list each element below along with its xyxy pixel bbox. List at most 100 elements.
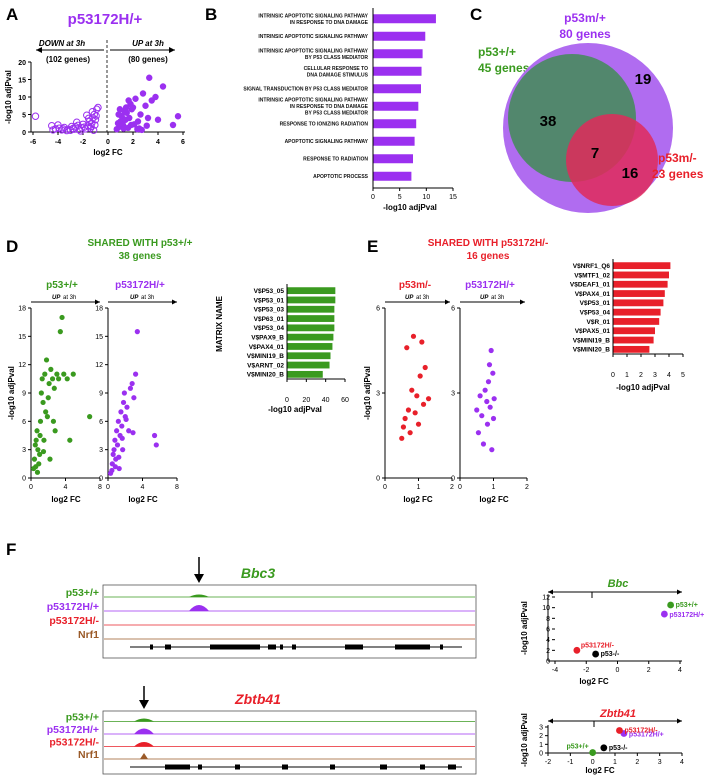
panel-e-matrix-label: V$R_01	[587, 319, 611, 326]
panel-e-ytick-label: 6	[376, 306, 380, 313]
panel-a-up-point	[143, 122, 150, 129]
panel-b-bar	[373, 136, 415, 146]
bbc3-track-label: p53+/+	[66, 587, 99, 599]
zbtb41-scatter-xtick-label: -1	[567, 759, 573, 766]
bbc3-arrow	[194, 557, 204, 583]
panel-a-down-point	[91, 116, 100, 124]
bbc3-tracks	[104, 594, 475, 650]
panel-d-wt-point	[32, 442, 38, 448]
panel-e-right-xlabel: log2 FC	[479, 495, 509, 504]
bbc-scatter-xlabel: log2 FC	[579, 677, 609, 686]
zbtb41-exon	[448, 764, 456, 770]
panel-a-up-point	[152, 93, 159, 101]
panel-e-xtick-label: 1	[417, 484, 421, 491]
panel-d-wt-point	[43, 409, 49, 415]
panel-d-xtick-label: 0	[106, 484, 110, 491]
panel-b-pathway-label: INTRINSIC APOPTOTIC SIGNALING PATHWAY	[258, 48, 368, 54]
panel-a-up-point	[169, 121, 177, 129]
panel-d-matrix-label: V$MINI20_B	[247, 372, 285, 379]
panel-d-points	[30, 314, 159, 476]
venn-count-38: 38	[540, 113, 557, 130]
panel-e-matrix-xtick-label: 3	[653, 372, 657, 379]
panel-a-up-point	[125, 97, 132, 104]
bbc-scatter-title: Bbc	[608, 578, 629, 590]
panel-e-right-axes	[459, 308, 527, 479]
panel-a-ytick-label: 5	[22, 113, 26, 120]
panel-a-up-point	[129, 104, 137, 111]
bbc-scatter-point	[573, 646, 581, 654]
panel-a-axes	[30, 62, 185, 133]
bbc-scatter-ylabel: -log10 adjPval	[520, 601, 529, 655]
bbc-scatter-ytick-label: 12	[542, 595, 550, 602]
panel-e-left-up: UP	[405, 295, 414, 301]
panel-a-up-count: (80 genes)	[128, 55, 168, 64]
panel-e-ylabel: -log10 adjPval	[363, 366, 372, 420]
panel-a-xtick-label: -2	[80, 139, 86, 146]
panel-e-matrix-label: V$MTF1_02	[574, 272, 610, 279]
panel-b-axes	[372, 8, 453, 189]
zbtb41-scatter-ytick-label: 1	[539, 742, 543, 749]
panel-e-xtick-label: 2	[525, 484, 529, 491]
panel-d-matrix-label: V$ARNT_02	[247, 362, 284, 369]
panel-a-down-point	[84, 114, 93, 123]
panel-e-mut-point	[477, 393, 483, 399]
panel-a-up-point	[154, 116, 162, 123]
panel-d-ytick-label: 15	[18, 334, 26, 341]
panel-d-matrix-label: V$P53_04	[254, 325, 285, 332]
zbtb41-scatter-xtick-label: 0	[591, 759, 595, 766]
panel-e-matrix-label: V$MINI19_B	[573, 337, 611, 344]
panel-d-matrix-bar	[287, 343, 333, 350]
panel-a-up-point	[174, 113, 182, 120]
panel-a-down-count: (102 genes)	[46, 55, 90, 64]
panel-a-down-point	[84, 122, 92, 130]
panel-a-x-ticks: -6 -4 -2 0 2 4 6	[30, 132, 185, 146]
zbtb41-track-label: p53172H/-	[49, 737, 99, 749]
panel-d-wt-point	[59, 314, 65, 321]
panel-b-xlabel: -log10 adjPval	[383, 203, 437, 212]
panel-d-ytick-label: 12	[95, 362, 103, 369]
zbtb41-scatter-points: p53+/+ p53172H/+p53172H/- p53-/-	[566, 727, 664, 756]
zbtb41-track-labels: p53+/+p53172H/+p53172H/-Nrf1	[47, 712, 100, 762]
panel-e-ytick-label: 0	[451, 476, 455, 483]
panel-e-matrix-bar	[613, 345, 650, 353]
panel-b-pathway-label: RESPONSE TO RADIATION	[303, 157, 368, 163]
panel-d-wt-point	[42, 371, 48, 377]
panel-b-pathway-label: INTRINSIC APOPTOTIC SIGNALING PATHWAY	[258, 34, 368, 40]
panel-d-mut-point	[112, 437, 118, 443]
venn-count-7: 7	[591, 145, 599, 162]
panel-d-mut-point	[126, 428, 132, 434]
bbc-scatter-xtick-label: -4	[552, 667, 558, 674]
zbtb41-scatter-ytick-label: 2	[539, 733, 543, 740]
panel-d-left-up: UP	[52, 295, 61, 301]
panel-d-wt-point	[52, 428, 58, 434]
panel-a-down-point	[92, 112, 100, 120]
panel-e-left-xlabel: log2 FC	[403, 495, 433, 504]
panel-d-matrix-label: V$PAX9_B	[251, 334, 284, 341]
panel-b-bar	[373, 49, 423, 59]
panel-a-up-point	[138, 126, 145, 134]
bbc-scatter-ytick-label: 0	[546, 659, 550, 666]
panel-d-wt-point	[34, 469, 41, 475]
panel-a-down-point	[49, 126, 57, 134]
panel-d-mut-point	[129, 380, 135, 387]
panel-d-title-line1: SHARED WITH p53+/+	[87, 238, 192, 249]
panel-e-left-axes	[384, 308, 452, 479]
panel-d-ytick-label: 3	[22, 447, 26, 454]
bbc3-track-label: p53172H/-	[49, 615, 99, 627]
bbc3-exon	[292, 644, 296, 650]
panel-d-matrix-bar	[287, 370, 323, 378]
panel-a-down-point	[89, 126, 98, 134]
panel-e-mut-point	[484, 421, 491, 427]
panel-a-xtick-label: 2	[131, 139, 135, 146]
venn-wt-count: 45 genes	[478, 61, 530, 75]
panel-d-mut-point	[114, 428, 120, 434]
panel-e-title-line2: 16 genes	[467, 251, 510, 262]
panel-b-bar	[373, 14, 436, 24]
panel-d-right-up: UP	[130, 295, 139, 301]
panel-b-bars	[373, 14, 436, 181]
panel-e-ytick-label: 3	[376, 391, 380, 398]
panel-e-xtick-label: 0	[383, 484, 387, 491]
panel-b-pathway-label: DNA DAMAGE STIMULUS	[307, 72, 369, 78]
panel-a-up-point	[159, 83, 167, 90]
